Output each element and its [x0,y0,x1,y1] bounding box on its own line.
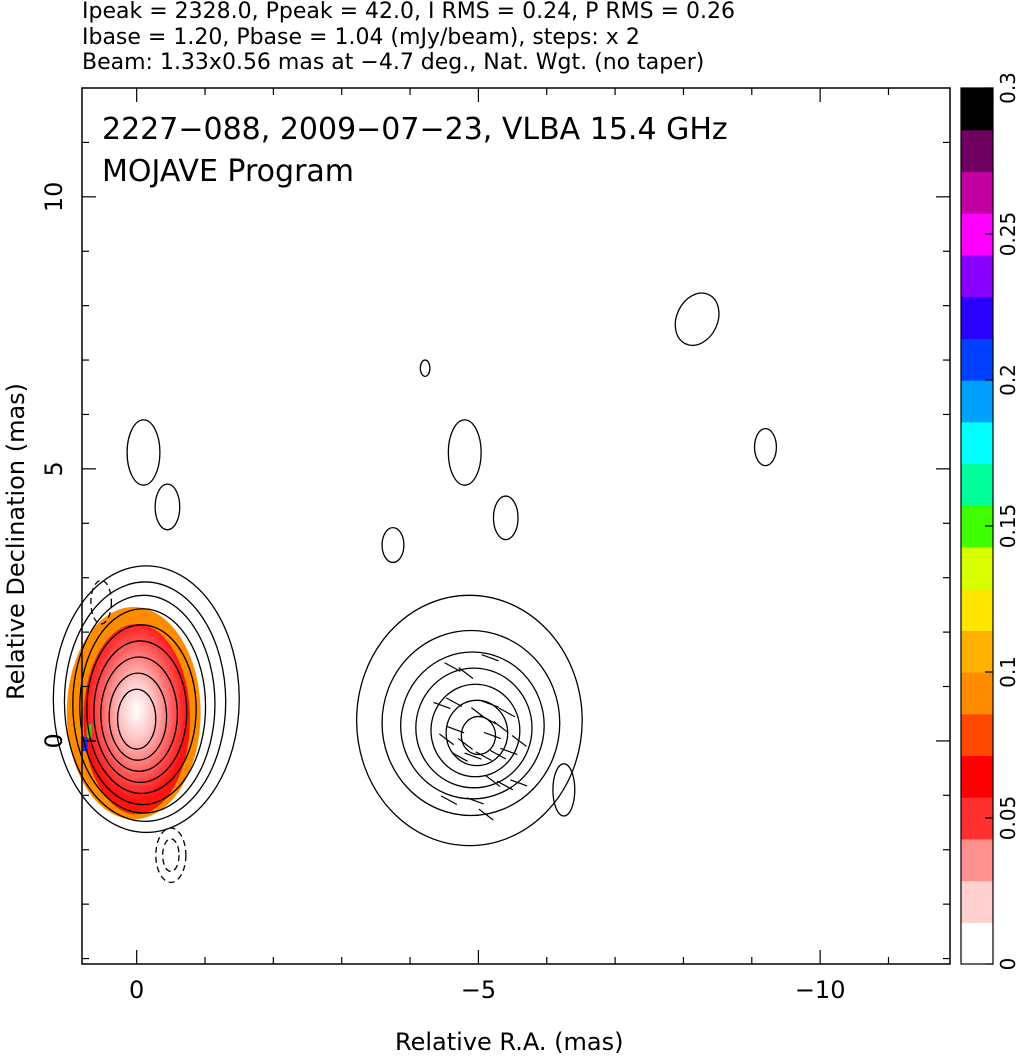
weak-contour [381,526,405,564]
evpa-tick [447,726,465,734]
colorbar-swatch [961,380,993,423]
colorbar-swatch [961,588,993,631]
evpa-tick [493,721,509,733]
jet-contour [460,715,497,756]
evpa-tick [464,752,482,760]
core-contour [116,688,157,750]
evpa-tick [498,707,516,718]
colorbar-tick-label: 0.05 [996,796,1020,841]
evpa-tick [438,733,455,746]
evpa-tick [451,752,468,762]
colorbar-swatch [961,546,993,590]
header-base-line: Ibase = 1.20, Pbase = 1.04 (mJy/beam), s… [82,25,640,50]
colorbar-tick-label: 0.25 [996,212,1020,257]
negative-contour [90,579,113,625]
evpa-tick [445,697,463,708]
colorbar-swatch [961,755,993,798]
jet-contour [355,594,583,847]
colorbar-swatch [961,838,993,882]
evpa-tick [481,700,500,708]
evpa-tick [511,735,527,747]
colorbar-tick-label: 0.1 [996,656,1020,688]
core-contour [93,640,188,784]
header-peak-line: Ipeak = 2328.0, Ppeak = 42.0, I RMS = 0.… [82,0,735,24]
evpa-tick [444,662,461,672]
colorbar-swatch [961,88,993,131]
contour-layer [52,292,778,884]
colorbar-swatch [961,254,993,298]
colorbar-swatch [961,338,993,381]
weak-contour [552,763,576,817]
evpa-tick [440,795,458,805]
evpa-tick [478,808,494,821]
y-tick-label: 10 [40,182,68,213]
y-tick-label: 0 [40,733,68,748]
chart-title: 2227−088, 2009−07−23, VLBA 15.4 GHz [102,112,728,147]
evpa-tick [457,738,473,750]
plot-border [81,87,951,965]
evpa-tick [470,707,486,720]
x-tick-label: −5 [461,976,496,1004]
x-axis-label: Relative R.A. (mas) [395,1028,624,1056]
core-contour [86,624,197,795]
colorbar-swatch [961,129,993,173]
core-contour [100,656,179,772]
colorbar-swatch [961,672,993,715]
weak-contour [154,483,181,531]
negative-contour [161,838,180,873]
evpa-tick [510,779,528,787]
evpa-tick [483,731,502,740]
core-contour [108,672,168,761]
core-pol-edge-blue [82,737,88,752]
jet-contour [381,629,561,817]
evpa-tick [500,747,518,756]
weak-contour [447,419,482,486]
colorbar-tick-label: 0.15 [996,504,1020,549]
chart-subtitle: MOJAVE Program [102,154,355,189]
weak-contour [492,495,519,541]
colorbar-swatch [961,880,993,923]
core-contour [52,565,240,834]
y-tick-label: 5 [40,461,68,476]
evpa-tick [475,751,492,762]
weak-contour [126,419,161,486]
evpa-tick [466,797,484,805]
negative-contour [155,827,187,884]
colorbar-tick-label: 0.3 [996,72,1020,104]
colorbar: 0 0.05 0.1 0.15 0.2 0.25 0.3 [960,72,1020,971]
colorbar-swatch [961,922,993,965]
evpa-tick [458,667,474,679]
colorbar-swatch [961,421,993,465]
colorbar-tick-label: 0 [996,958,1020,971]
colorbar-swatch [961,713,993,757]
jet-contour [445,699,509,767]
evpa-tick [496,780,514,791]
jet-contour [415,667,533,789]
evpa-tick [481,654,499,662]
jet-contour [430,683,521,778]
evpa-tick [489,749,507,760]
core-pol-image [83,623,190,815]
colorbar-swatch [961,296,993,339]
x-tick-label: 0 [129,976,144,1004]
header-beam-line: Beam: 1.33x0.56 mas at −4.7 deg., Nat. W… [82,50,705,75]
core-contour [79,608,207,806]
colorbar-swatch [961,463,993,506]
y-axis-label: Relative Declination (mas) [2,382,30,700]
plot-frame: 0 −5 −10 0 5 10 [40,87,951,1004]
jet-contour [399,651,545,800]
core-contour [63,581,227,823]
colorbar-tick-label: 0.2 [996,364,1020,396]
colorbar-swatch [961,630,993,673]
core-contour [72,594,216,814]
weak-contour [753,427,778,467]
weak-contour [674,292,720,347]
colorbar-swatch [961,171,993,214]
evpa-tick [485,775,501,788]
x-tick-label: −10 [795,976,846,1004]
weak-contour [419,359,431,378]
evpa-tick [433,701,451,710]
